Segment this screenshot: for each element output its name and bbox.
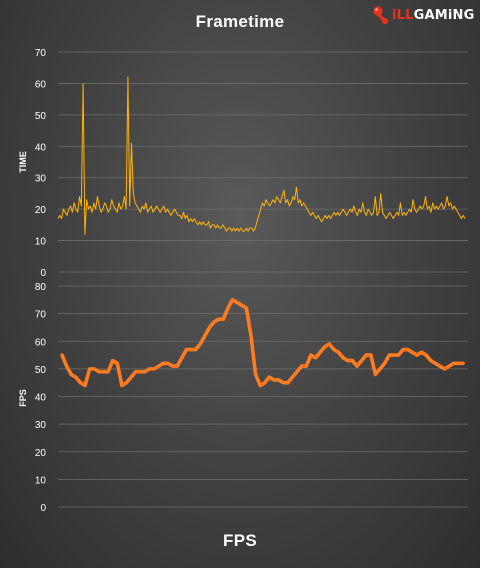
frametime-y-tick-label: 60: [35, 79, 47, 90]
fps-gridlines: [58, 285, 468, 508]
fps-y-tick-label: 0: [40, 503, 46, 514]
joystick-logo-icon: [373, 6, 388, 24]
frametime-y-tick-labels: 0 10 20 30 40 50 60 70: [35, 48, 47, 279]
logo-wordmark-accent: iLL: [392, 7, 414, 23]
fps-y-tick-labels: 0 10 20 30 40 50 60 70 80: [35, 282, 47, 514]
frametime-y-axis-label: TIME: [18, 151, 28, 173]
fps-series-line: [60, 298, 465, 388]
frametime-y-tick-label: 10: [35, 237, 47, 248]
frametime-y-tick-label: 40: [35, 142, 47, 153]
logo-wordmark: iLLGAMiNG: [392, 8, 475, 23]
fps-y-tick-label: 10: [35, 475, 47, 486]
fps-y-tick-label: 30: [35, 420, 47, 431]
fps-y-tick-label: 80: [35, 282, 47, 293]
fps-y-tick-label: 60: [35, 337, 47, 348]
frametime-chart-title: Frametime: [195, 12, 285, 31]
frametime-gridlines: [58, 51, 468, 273]
frametime-y-tick-label: 0: [40, 268, 46, 279]
frametime-y-tick-label: 70: [35, 48, 47, 59]
frametime-y-tick-label: 30: [35, 174, 47, 185]
fps-y-axis-label: FPS: [18, 389, 28, 407]
fps-y-tick-label: 50: [35, 365, 47, 376]
frametime-chart: 0 10 20 30 40 50 60 70 TIME: [18, 48, 468, 279]
frametime-y-tick-label: 20: [35, 205, 47, 216]
fps-y-tick-label: 20: [35, 448, 47, 459]
frametime-y-tick-label: 50: [35, 111, 47, 122]
ill-gaming-logo: iLLGAMiNG: [372, 4, 475, 26]
fps-chart-title: FPS: [223, 531, 257, 550]
logo-wordmark-rest: GAMiNG: [413, 7, 475, 23]
fps-y-tick-label: 40: [35, 393, 47, 404]
fps-y-tick-label: 70: [35, 310, 47, 321]
fps-chart: 0 10 20 30 40 50 60 70 80 FPS: [18, 282, 468, 514]
frametime-series-line: [57, 76, 466, 235]
